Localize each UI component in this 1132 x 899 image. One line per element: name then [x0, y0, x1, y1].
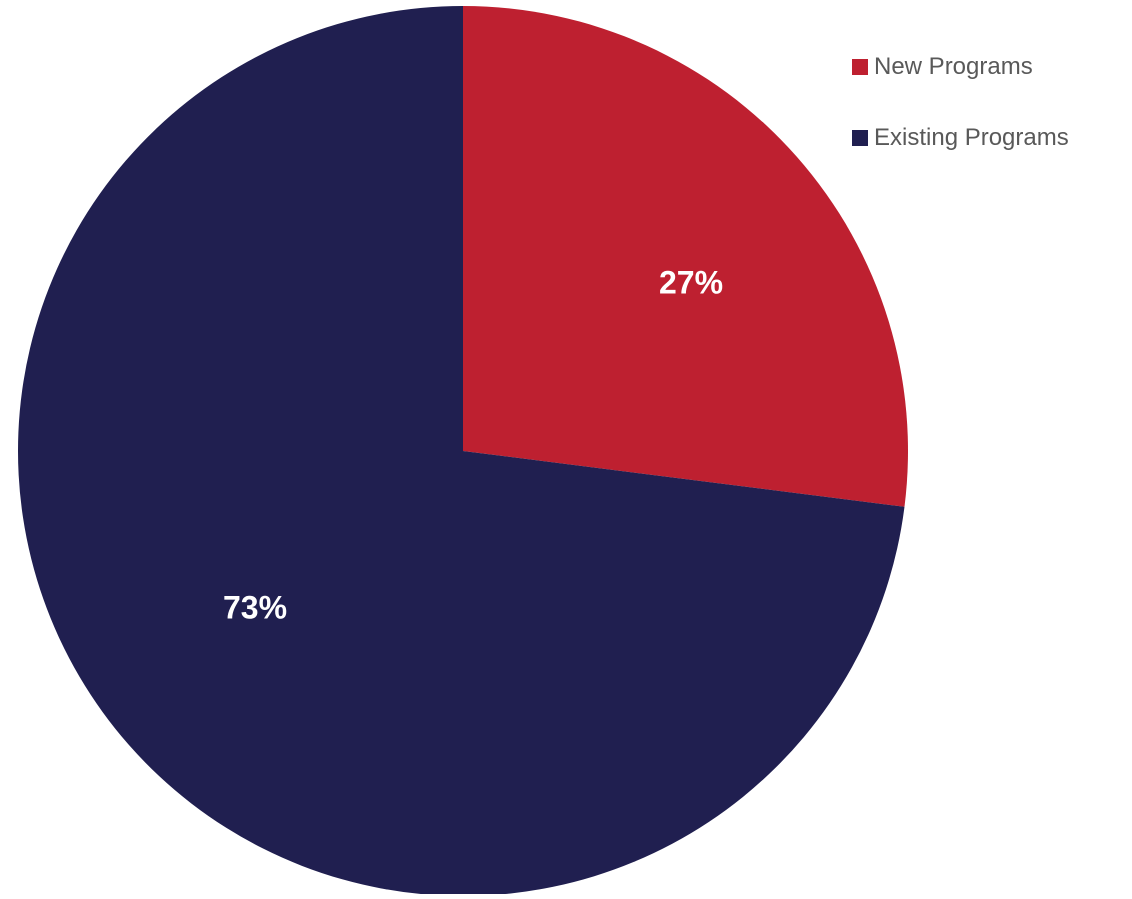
data-label-new-programs: 27%: [659, 264, 723, 300]
legend-label-new-programs: New Programs: [874, 53, 1033, 80]
data-label-existing-programs: 73%: [223, 589, 287, 625]
pie-slice-new-programs: [463, 6, 909, 507]
pie-slice-existing-programs: [18, 6, 905, 896]
legend-swatch-existing-programs: [852, 130, 868, 146]
legend-item-new-programs: New Programs: [852, 50, 1122, 84]
legend-swatch-new-programs: [852, 59, 868, 75]
legend: New Programs Existing Programs: [852, 50, 1122, 192]
legend-item-existing-programs: Existing Programs: [852, 121, 1122, 155]
legend-label-existing-programs: Existing Programs: [874, 124, 1069, 151]
